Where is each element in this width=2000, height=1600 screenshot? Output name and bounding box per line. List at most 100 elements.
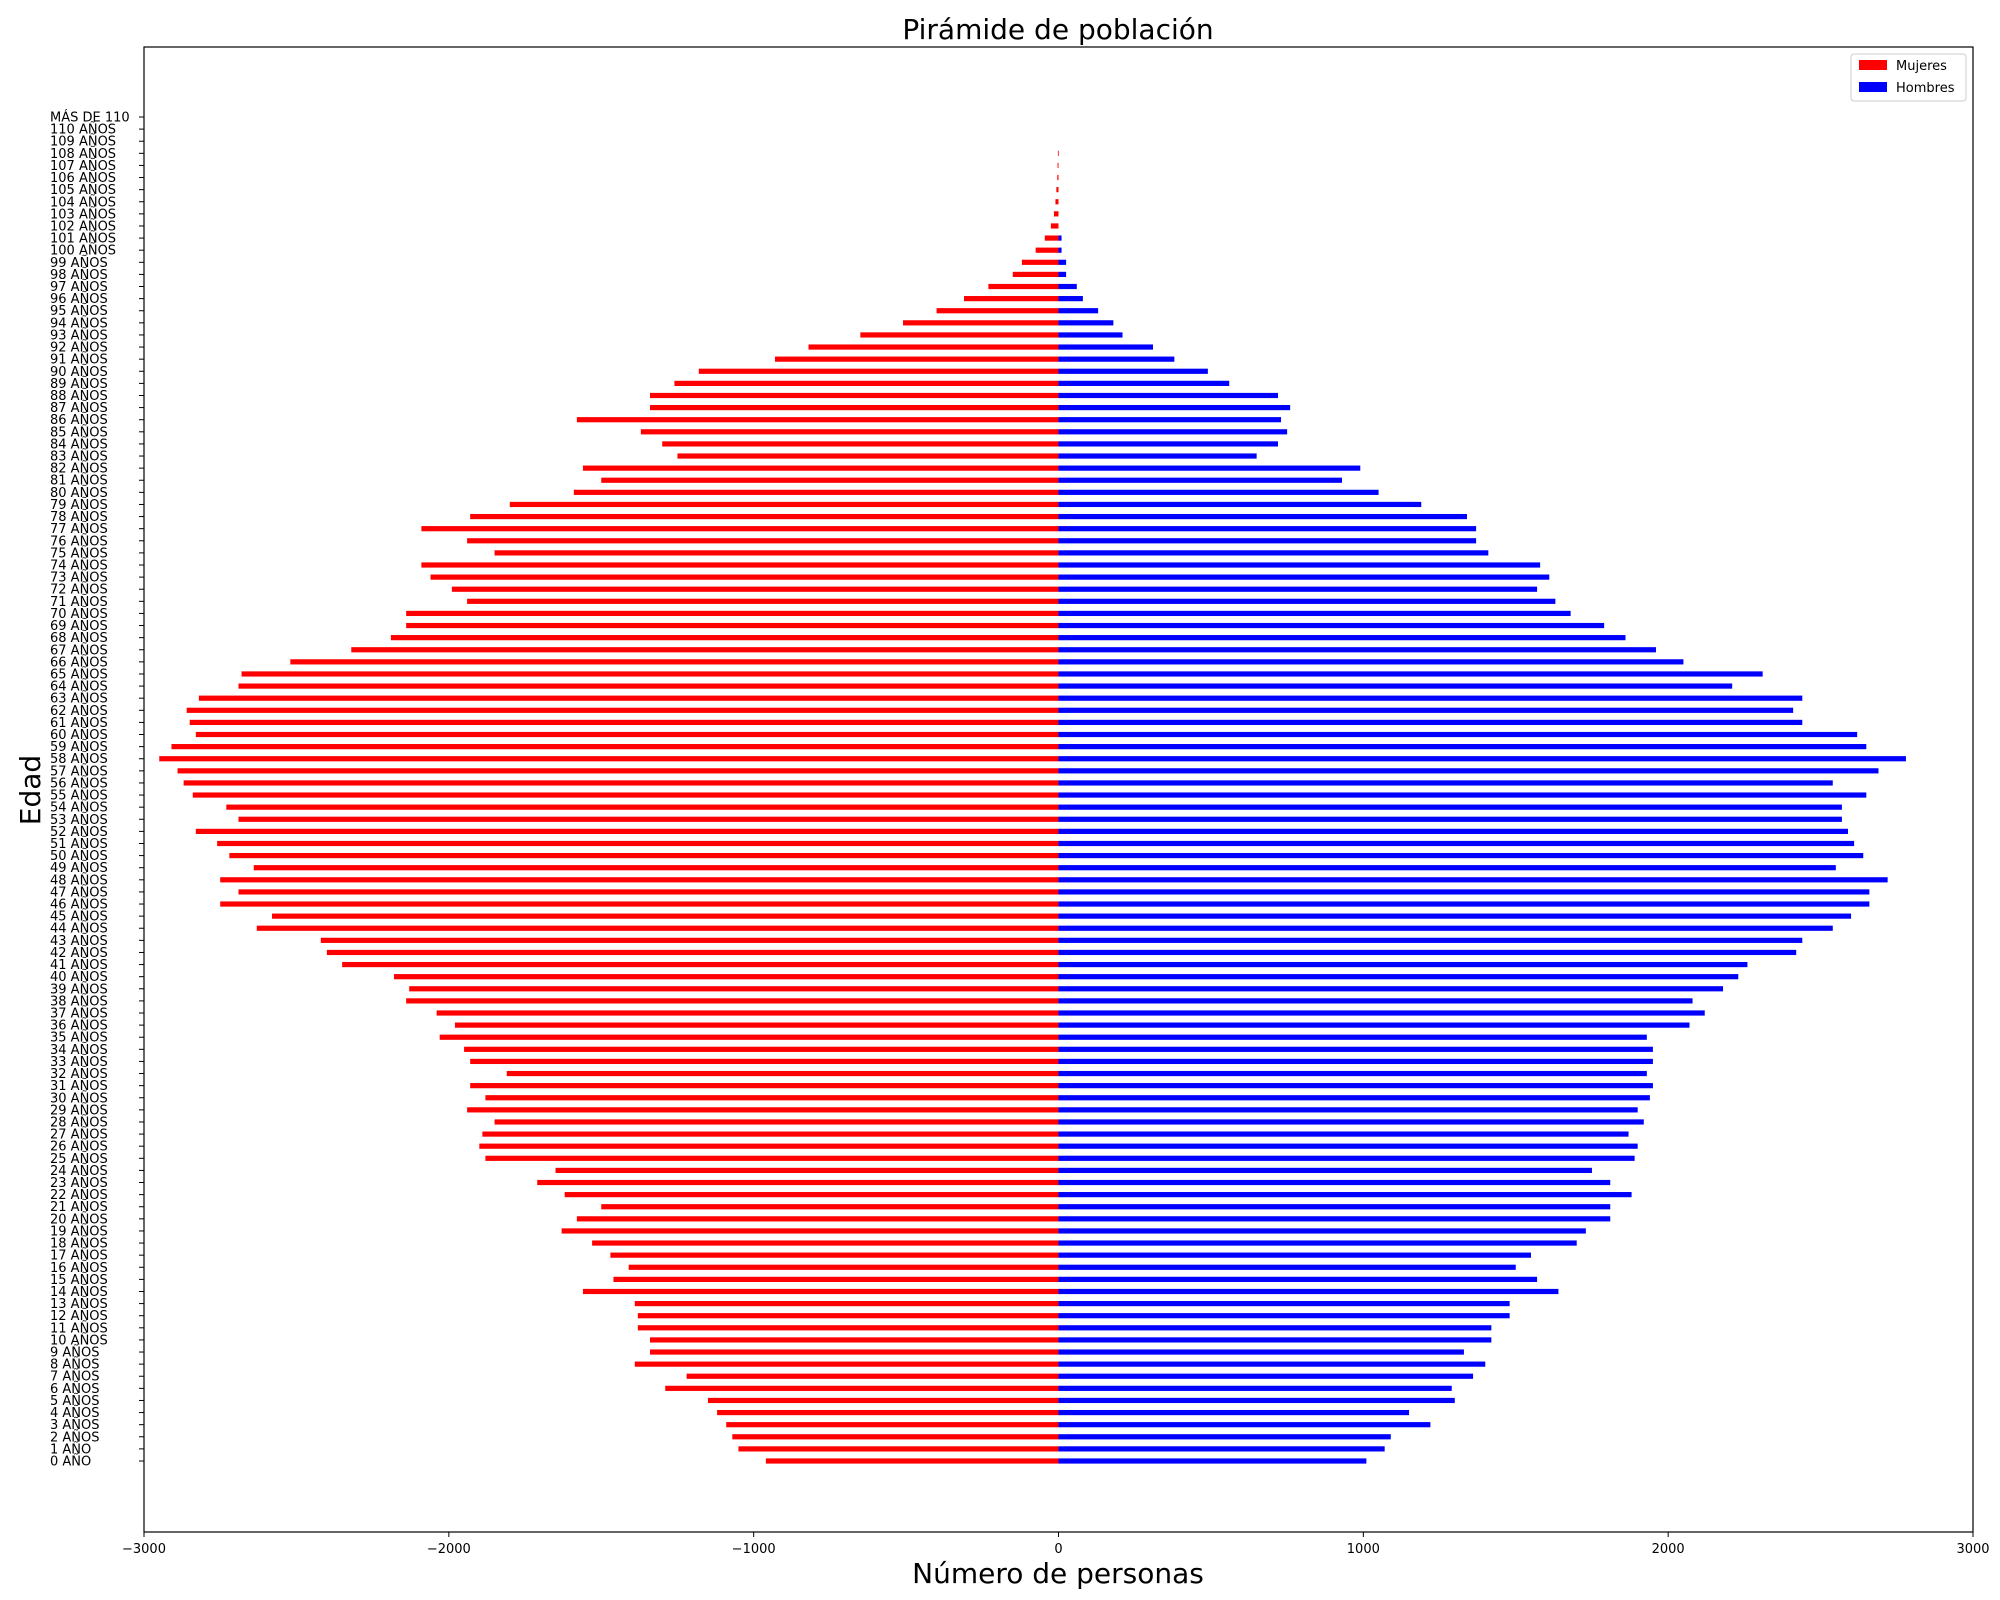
bar-mujeres-103 — [1053, 211, 1059, 217]
y-tick-label: 47 AÑOS — [50, 884, 108, 900]
bar-mujeres-29 — [467, 1107, 1059, 1113]
bar-hombres-56 — [1058, 780, 1833, 786]
y-tick-label: 39 AÑOS — [50, 981, 108, 997]
y-tick-label: 36 AÑOS — [50, 1018, 108, 1034]
bar-hombres-64 — [1058, 683, 1733, 689]
bar-mujeres-73 — [430, 574, 1059, 580]
y-tick-label: 18 AÑOS — [50, 1236, 108, 1252]
bar-mujeres-66 — [290, 659, 1059, 665]
y-tick-label: 88 AÑOS — [50, 388, 108, 404]
bar-mujeres-4 — [717, 1409, 1059, 1416]
x-tick-label: −3000 — [122, 1542, 166, 1557]
bar-mujeres-45 — [272, 913, 1059, 919]
bar-mujeres-79 — [509, 501, 1059, 508]
bar-mujeres-58 — [159, 756, 1059, 762]
bar-hombres-31 — [1058, 1083, 1653, 1089]
bar-mujeres-82 — [582, 465, 1059, 471]
bar-mujeres-31 — [470, 1083, 1059, 1089]
bar-mujeres-40 — [393, 974, 1059, 980]
y-tick-label: 77 AÑOS — [50, 521, 108, 537]
bar-hombres-54 — [1058, 804, 1842, 810]
y-tick-label: 71 AÑOS — [50, 594, 108, 610]
y-tick-label: 86 AÑOS — [50, 412, 108, 428]
bar-mujeres-7 — [686, 1373, 1059, 1379]
bar-hombres-72 — [1058, 586, 1538, 592]
bar-mujeres-54 — [226, 804, 1059, 810]
y-tick-label: 80 AÑOS — [50, 485, 108, 501]
bar-hombres-82 — [1058, 465, 1361, 471]
bar-hombres-47 — [1058, 889, 1870, 895]
bar-mujeres-55 — [192, 792, 1059, 798]
y-tick-label: 61 AÑOS — [50, 715, 108, 731]
bar-mujeres-47 — [238, 889, 1059, 895]
bar-hombres-67 — [1058, 647, 1656, 653]
bar-mujeres-51 — [217, 840, 1059, 847]
bar-hombres-51 — [1058, 840, 1855, 847]
bar-mujeres-97 — [988, 283, 1059, 290]
y-tick-label: 32 AÑOS — [50, 1066, 108, 1082]
bar-hombres-53 — [1058, 816, 1842, 822]
y-tick-label: 95 AÑOS — [50, 303, 108, 319]
bar-hombres-94 — [1058, 320, 1114, 326]
y-tick-label: 106 AÑOS — [50, 170, 116, 186]
bar-hombres-7 — [1058, 1373, 1474, 1379]
bar-mujeres-57 — [177, 768, 1059, 774]
y-tick-label: 45 AÑOS — [50, 909, 108, 925]
bar-mujeres-21 — [601, 1204, 1059, 1210]
legend-swatch-hombres — [1859, 82, 1887, 92]
x-axis-label: Número de personas — [912, 1557, 1204, 1590]
legend-swatch-mujeres — [1859, 60, 1887, 70]
x-tick-label: −1000 — [732, 1542, 776, 1557]
bar-hombres-97 — [1058, 283, 1077, 290]
bar-hombres-46 — [1058, 901, 1870, 907]
bar-hombres-50 — [1058, 852, 1864, 859]
bar-hombres-63 — [1058, 695, 1803, 701]
plot-frame — [143, 46, 1974, 1533]
y-axis-label: Edad — [14, 755, 47, 825]
bar-hombres-36 — [1058, 1022, 1690, 1028]
bar-hombres-58 — [1058, 756, 1906, 762]
bar-hombres-62 — [1058, 707, 1794, 713]
bar-hombres-61 — [1058, 719, 1803, 726]
bar-hombres-15 — [1058, 1276, 1538, 1282]
bar-mujeres-3 — [726, 1422, 1059, 1428]
y-tick-label: 24 AÑOS — [50, 1163, 108, 1179]
bar-hombres-76 — [1058, 538, 1477, 544]
y-tick-label: 7 AÑOS — [50, 1369, 100, 1385]
bar-hombres-39 — [1058, 986, 1724, 992]
bar-mujeres-92 — [808, 344, 1059, 350]
bar-mujeres-13 — [634, 1300, 1059, 1307]
bar-mujeres-14 — [582, 1288, 1059, 1295]
y-tick-label: 21 AÑOS — [50, 1199, 108, 1215]
x-ticks-group: −3000 −2000 −1000 0 1000 2000 3000 — [122, 1532, 1990, 1557]
bar-hombres-41 — [1058, 961, 1748, 968]
bar-mujeres-6 — [665, 1385, 1059, 1391]
bar-mujeres-30 — [485, 1095, 1059, 1101]
y-tick-label: 6 AÑOS — [50, 1381, 100, 1397]
y-tick-label: 85 AÑOS — [50, 424, 108, 440]
bar-hombres-6 — [1058, 1385, 1452, 1391]
x-tick-label: 3000 — [1956, 1542, 1989, 1557]
bar-mujeres-38 — [406, 998, 1059, 1004]
y-tick-label: 105 AÑOS — [50, 182, 116, 198]
y-tick-label: 89 AÑOS — [50, 376, 108, 392]
bar-hombres-89 — [1058, 380, 1230, 386]
bar-hombres-12 — [1058, 1313, 1510, 1319]
bar-hombres-68 — [1058, 635, 1626, 641]
bar-hombres-75 — [1058, 550, 1489, 556]
y-tick-label: 103 AÑOS — [50, 206, 116, 222]
y-tick-label: 41 AÑOS — [50, 957, 108, 973]
y-tick-label: 69 AÑOS — [50, 618, 108, 634]
bar-hombres-0 — [1058, 1458, 1367, 1464]
bar-hombres-40 — [1058, 974, 1739, 980]
y-tick-label: 20 AÑOS — [50, 1211, 108, 1227]
bar-hombres-38 — [1058, 998, 1693, 1004]
y-tick-label: 10 AÑOS — [50, 1332, 108, 1348]
y-tick-label: 16 AÑOS — [50, 1260, 108, 1276]
y-tick-label: 96 AÑOS — [50, 291, 108, 307]
bar-mujeres-24 — [555, 1167, 1059, 1174]
bar-hombres-13 — [1058, 1300, 1510, 1307]
bar-mujeres-86 — [576, 417, 1059, 423]
bar-hombres-79 — [1058, 501, 1422, 508]
bar-mujeres-10 — [650, 1337, 1059, 1343]
